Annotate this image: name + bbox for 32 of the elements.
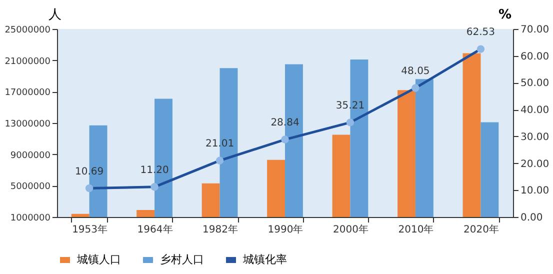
legend-label: 城镇人口 [76, 253, 121, 266]
y-tick-label: 13000000 [4, 120, 51, 130]
y-axis-title: 人 [48, 8, 62, 22]
data-label: 62.53 [466, 27, 496, 38]
data-label: 48.05 [401, 66, 430, 77]
x-tick-label: 2010年 [398, 224, 434, 236]
y-tick-label: 25000000 [4, 26, 51, 36]
data-label: 21.01 [205, 138, 234, 150]
y-tick-label: 1000000 [10, 214, 51, 224]
x-tick-label: 1990年 [268, 224, 304, 236]
y2-tick-label: 10.00 [520, 186, 550, 197]
x-tick-label: 1964年 [137, 224, 173, 236]
y2-axis-title: % [498, 8, 512, 22]
y-tick-label: 9000000 [10, 150, 51, 161]
legend-label: 城镇化率 [242, 253, 287, 266]
x-tick-label: 2000年 [333, 224, 368, 236]
x-tick-label: 1982年 [202, 224, 238, 236]
y2-tick-label: 0.00 [520, 212, 543, 224]
y2-tick-label: 20.00 [520, 158, 550, 170]
y-tick-label: 5000000 [10, 182, 51, 192]
data-label: 35.21 [336, 100, 365, 112]
y2-tick-label: 40.00 [520, 105, 550, 116]
y-tick-label: 17000000 [4, 88, 51, 98]
y2-tick-label: 70.00 [520, 24, 550, 36]
x-tick-label: 2020年 [463, 224, 499, 236]
x-tick-label: 1953年 [72, 224, 108, 236]
y2-tick-label: 50.00 [520, 78, 550, 90]
legend-label: 乡村人口 [160, 253, 204, 266]
data-label: 10.69 [74, 166, 104, 178]
y2-tick-label: 30.00 [520, 132, 550, 143]
y-tick-label: 21000000 [4, 56, 51, 67]
y2-tick-label: 60.00 [520, 51, 550, 62]
